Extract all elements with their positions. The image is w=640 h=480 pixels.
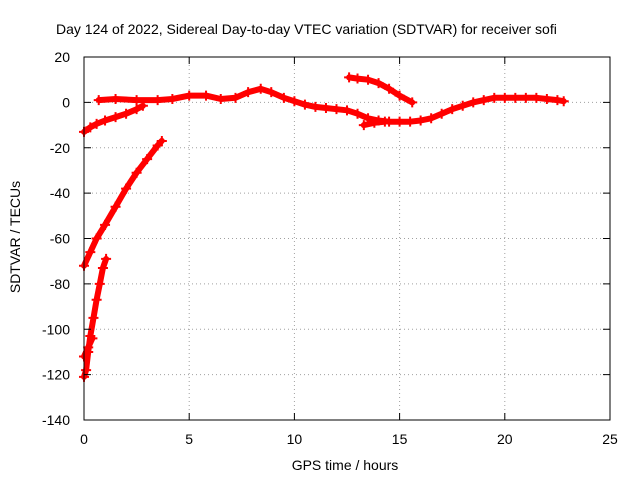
data-point (394, 90, 405, 101)
data-point (379, 116, 390, 127)
y-tick-label: -80 (50, 276, 70, 292)
data-point (499, 92, 510, 103)
data-point (101, 253, 112, 264)
data-point (358, 120, 369, 131)
data-point (510, 92, 521, 103)
data-point (152, 95, 163, 106)
data-point (121, 108, 132, 119)
data-point (342, 105, 352, 116)
data-point (131, 95, 142, 106)
data-point (373, 78, 384, 89)
data-point (81, 365, 92, 376)
data-point (320, 103, 331, 114)
data-point (266, 87, 277, 98)
data-point (85, 247, 96, 258)
y-tick-label: -100 (42, 321, 70, 337)
y-tick-label: 20 (54, 49, 70, 65)
y-tick-label: -60 (50, 231, 70, 247)
data-point (278, 92, 289, 103)
y-tick-label: -140 (42, 412, 70, 428)
data-point (97, 262, 108, 273)
data-point (201, 90, 212, 101)
data-point (91, 233, 102, 244)
data-point (110, 93, 121, 104)
data-point (552, 95, 563, 106)
data-point (131, 104, 142, 115)
data-point (436, 108, 447, 119)
data-point (289, 96, 300, 107)
data-point (299, 99, 310, 110)
x-tick-label: 25 (602, 431, 618, 447)
data-point (405, 116, 416, 127)
data-point (94, 278, 105, 289)
data-point (156, 135, 167, 146)
data-point (142, 154, 153, 165)
data-point (457, 100, 468, 111)
data-point (310, 101, 321, 112)
data-point (426, 113, 437, 124)
chart-title: Day 124 of 2022, Sidereal Day-to-day VTE… (56, 21, 557, 37)
data-point (447, 104, 458, 115)
data-point (558, 96, 569, 107)
data-point (121, 183, 132, 194)
data-point (520, 92, 531, 103)
data-point (407, 97, 418, 108)
y-tick-label: -40 (50, 185, 70, 201)
y-tick-label: 0 (62, 94, 70, 110)
data-track-5 (95, 85, 567, 125)
data-point (131, 167, 142, 178)
y-tick-label: -20 (50, 140, 70, 156)
data-point (394, 116, 405, 127)
x-tick-label: 5 (185, 431, 193, 447)
data-point (100, 115, 111, 126)
data-point (167, 93, 178, 104)
data-point (91, 118, 102, 129)
data-point (215, 93, 226, 104)
data-point (87, 333, 98, 344)
data-point (531, 92, 542, 103)
data-point (415, 115, 426, 126)
data-point (110, 112, 121, 123)
data-point (369, 117, 380, 128)
data-point (331, 104, 342, 115)
data-point (93, 95, 104, 106)
data-point (243, 87, 254, 98)
data-point (352, 73, 363, 84)
data-track-7 (346, 74, 416, 106)
data-point (541, 93, 552, 104)
data-point (384, 83, 395, 94)
data-point (230, 92, 241, 103)
data-point (85, 122, 96, 133)
x-axis-label: GPS time / hours (292, 457, 399, 473)
data-layer (79, 72, 569, 382)
data-point (478, 95, 489, 106)
x-tick-label: 20 (497, 431, 513, 447)
data-point (352, 108, 363, 119)
x-tick-label: 0 (80, 431, 88, 447)
data-point (110, 201, 121, 212)
data-point (100, 219, 111, 230)
x-tick-label: 10 (287, 431, 303, 447)
y-tick-label: -120 (42, 367, 70, 383)
data-point (91, 294, 102, 305)
data-track-3 (81, 137, 165, 269)
data-point (88, 312, 99, 323)
data-point (363, 74, 374, 85)
data-point (344, 72, 355, 83)
data-point (468, 97, 479, 108)
data-point (489, 92, 500, 103)
data-point (83, 342, 94, 353)
ticks-layer: 0 5 10 15 20 25 20 0 -20 -40 -60 -80 -100 -120 -140 (42, 49, 618, 447)
data-point (255, 83, 266, 94)
x-tick-label: 15 (392, 431, 408, 447)
y-axis-label: SDTVAR / TECUs (7, 181, 23, 293)
data-point (184, 90, 195, 101)
